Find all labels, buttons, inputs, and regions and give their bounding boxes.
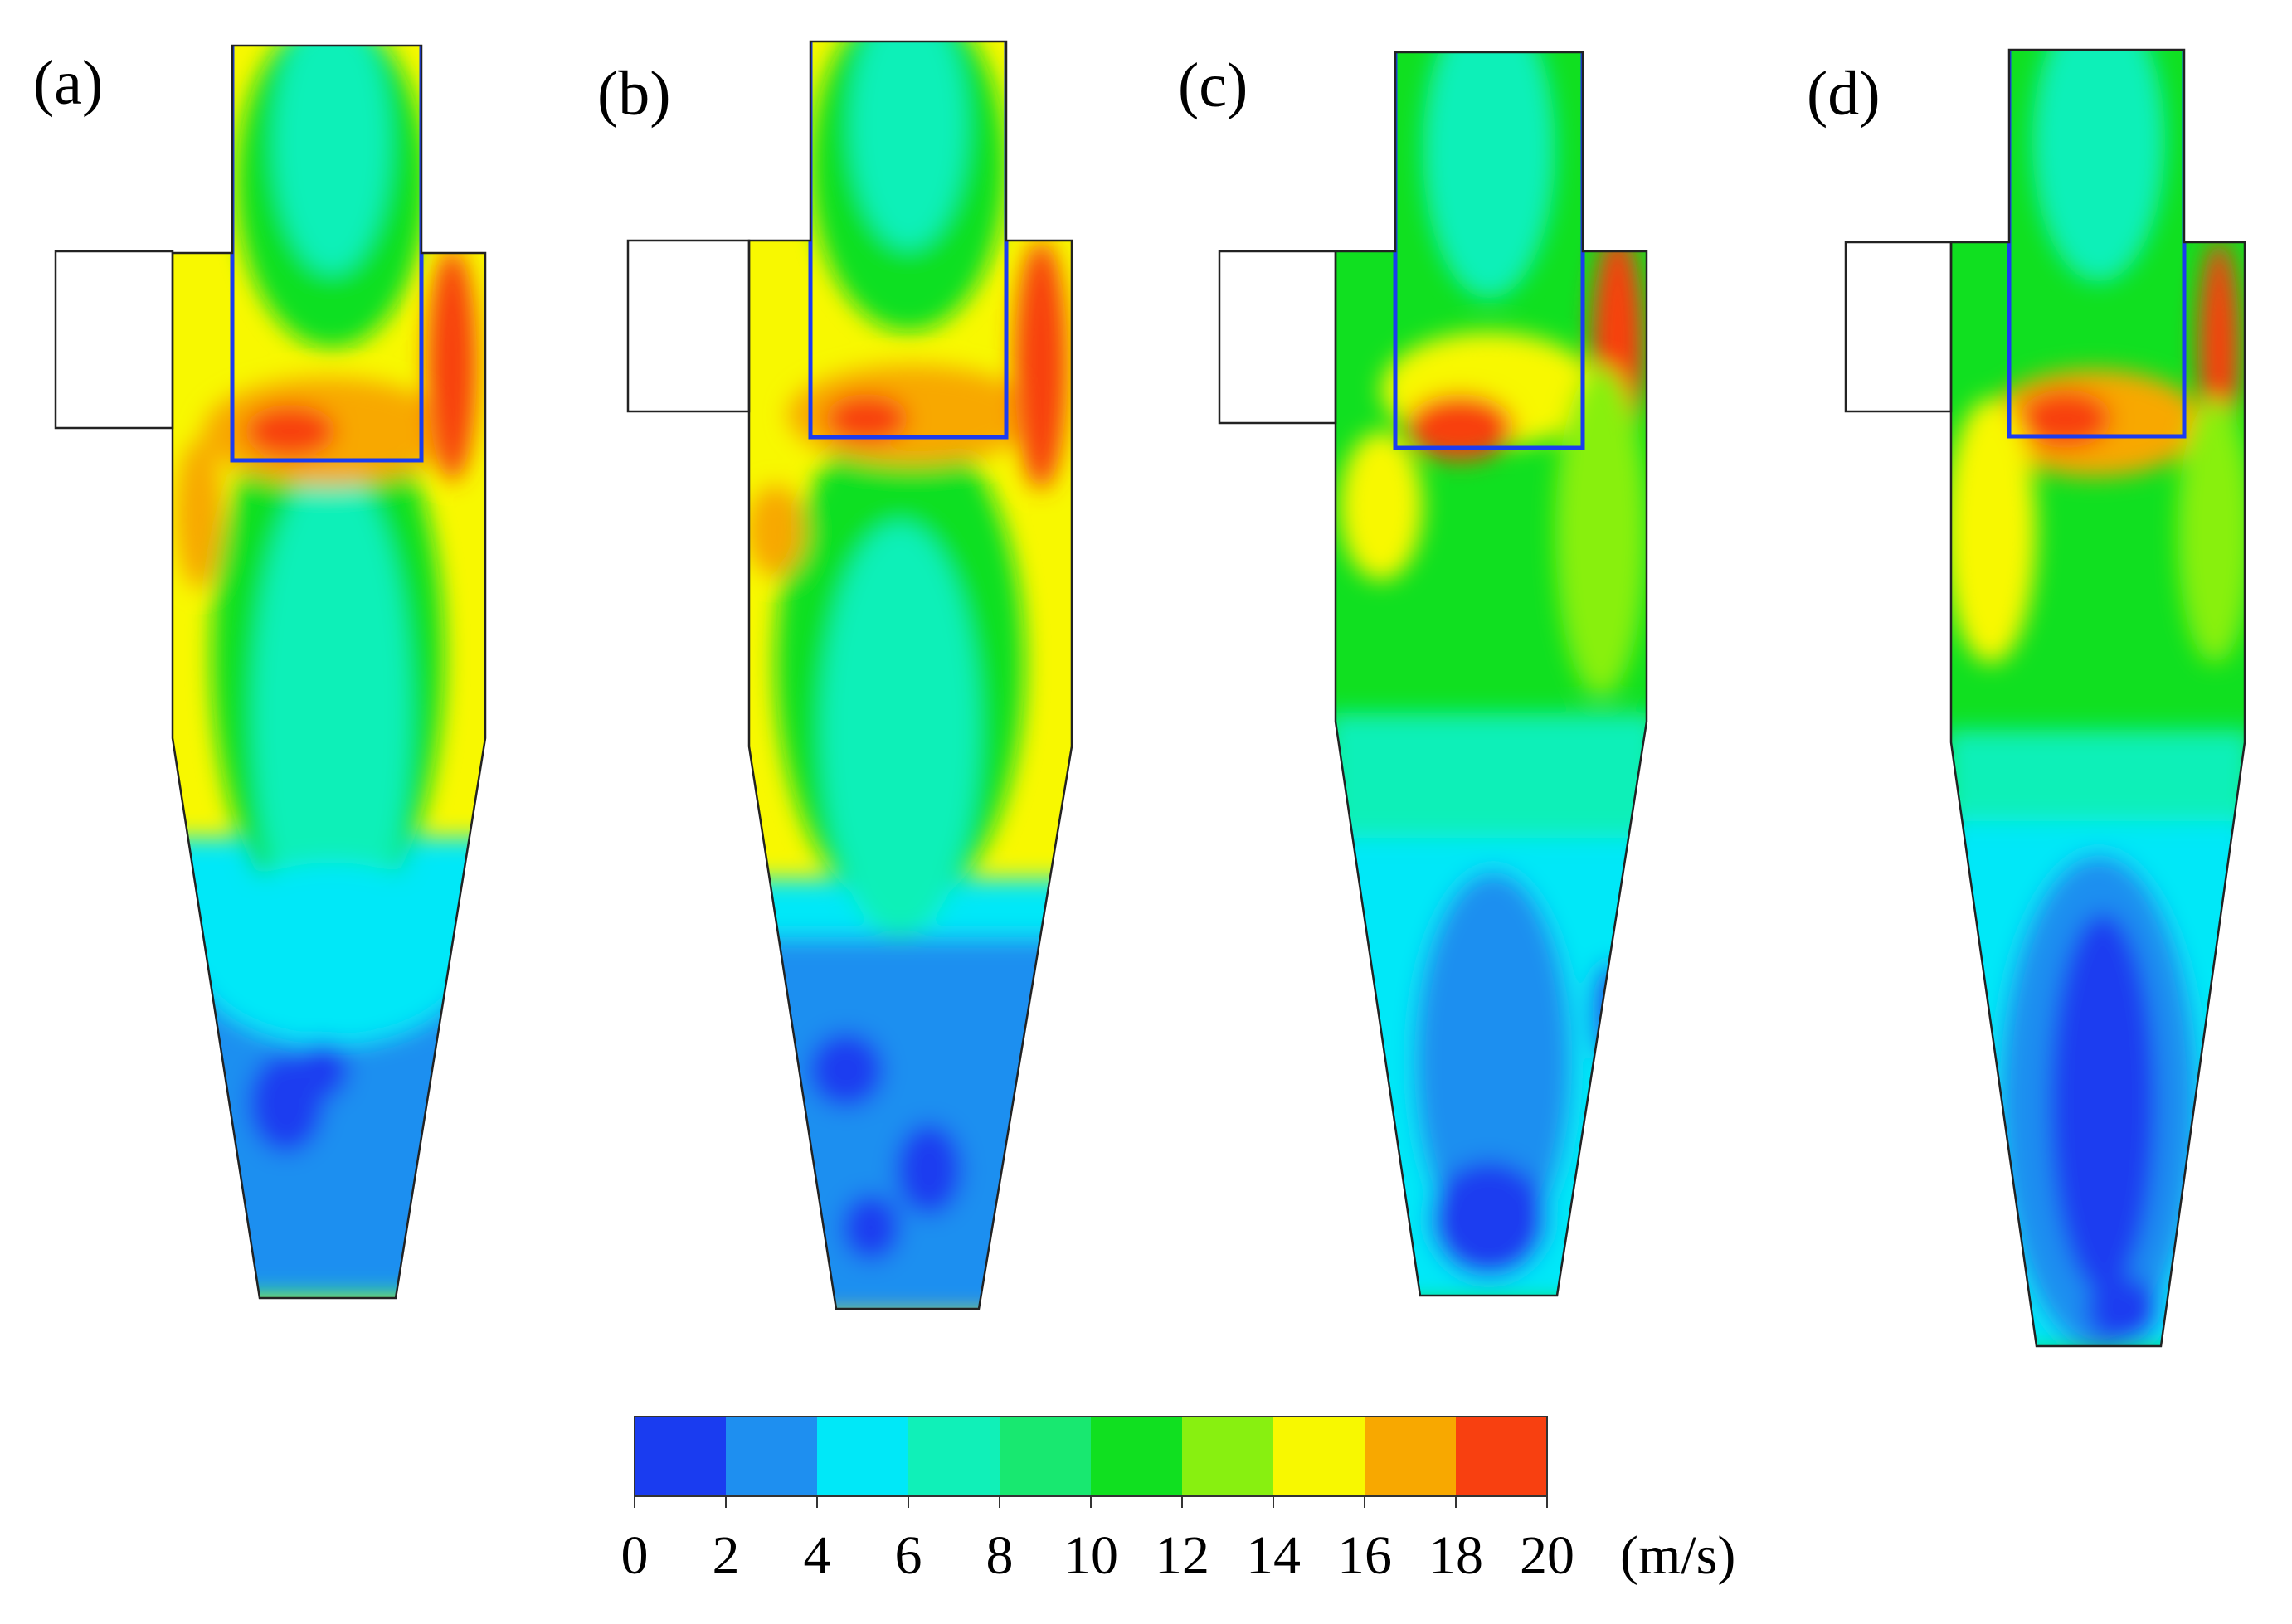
colorbar-swatch — [817, 1417, 909, 1496]
inlet-duct-d — [1844, 241, 1953, 413]
colorbar-unit-label: (m/s) — [1620, 1525, 1735, 1586]
inlet-duct-b — [626, 239, 751, 413]
colorbar-tick-label: 20 — [1520, 1525, 1574, 1586]
colorbar-tick-label: 2 — [713, 1525, 740, 1586]
colorbar-tick-label: 6 — [895, 1525, 922, 1586]
inlet-duct-c — [1218, 250, 1337, 425]
panel-label-d: (d) — [1807, 59, 1881, 129]
colorbar-swatch — [726, 1417, 818, 1496]
cyclone-outline-b — [747, 40, 1073, 1310]
colorbar-tick-label: 4 — [804, 1525, 831, 1586]
panel-a: (a) — [33, 44, 487, 1300]
colorbar-swatch — [908, 1417, 1000, 1496]
velocity-field-a — [173, 46, 485, 1298]
colorbar-tick-label: 16 — [1337, 1525, 1392, 1586]
velocity-field-d — [1951, 50, 2245, 1346]
panel-c: (c) — [1178, 51, 1648, 1297]
panel-b: (b) — [597, 40, 1073, 1310]
colorbar-tick-label: 14 — [1246, 1525, 1301, 1586]
colorbar-tick-label: 0 — [621, 1525, 649, 1586]
velocity-colorbar: 0 2 4 6 8 10 12 14 16 18 20 (m/s) — [621, 1416, 1735, 1586]
cyclone-outline-d — [1949, 48, 2246, 1348]
colorbar-swatch — [1000, 1417, 1092, 1496]
colorbar-tick-label: 10 — [1063, 1525, 1118, 1586]
colorbar-tick-label: 12 — [1155, 1525, 1209, 1586]
panel-label-c: (c) — [1178, 51, 1248, 120]
colorbar-swatch — [635, 1417, 727, 1496]
cyclone-outline-c — [1334, 51, 1648, 1297]
inlet-duct-a — [54, 250, 174, 430]
colorbar-tick-label: 18 — [1428, 1525, 1483, 1586]
cyclone-outline-a — [171, 44, 487, 1300]
colorbar-swatch — [1273, 1417, 1365, 1496]
colorbar-swatch — [1456, 1417, 1548, 1496]
colorbar-tick-label: 8 — [986, 1525, 1014, 1586]
panel-label-b: (b) — [597, 59, 671, 129]
colorbar-swatch — [1182, 1417, 1274, 1496]
panel-d: (d) — [1807, 48, 2246, 1348]
velocity-field-b — [749, 41, 1072, 1309]
colorbar-swatch — [1365, 1417, 1457, 1496]
colorbar-swatch — [1091, 1417, 1183, 1496]
panel-label-a: (a) — [33, 48, 103, 118]
velocity-field-c — [1336, 52, 1647, 1296]
